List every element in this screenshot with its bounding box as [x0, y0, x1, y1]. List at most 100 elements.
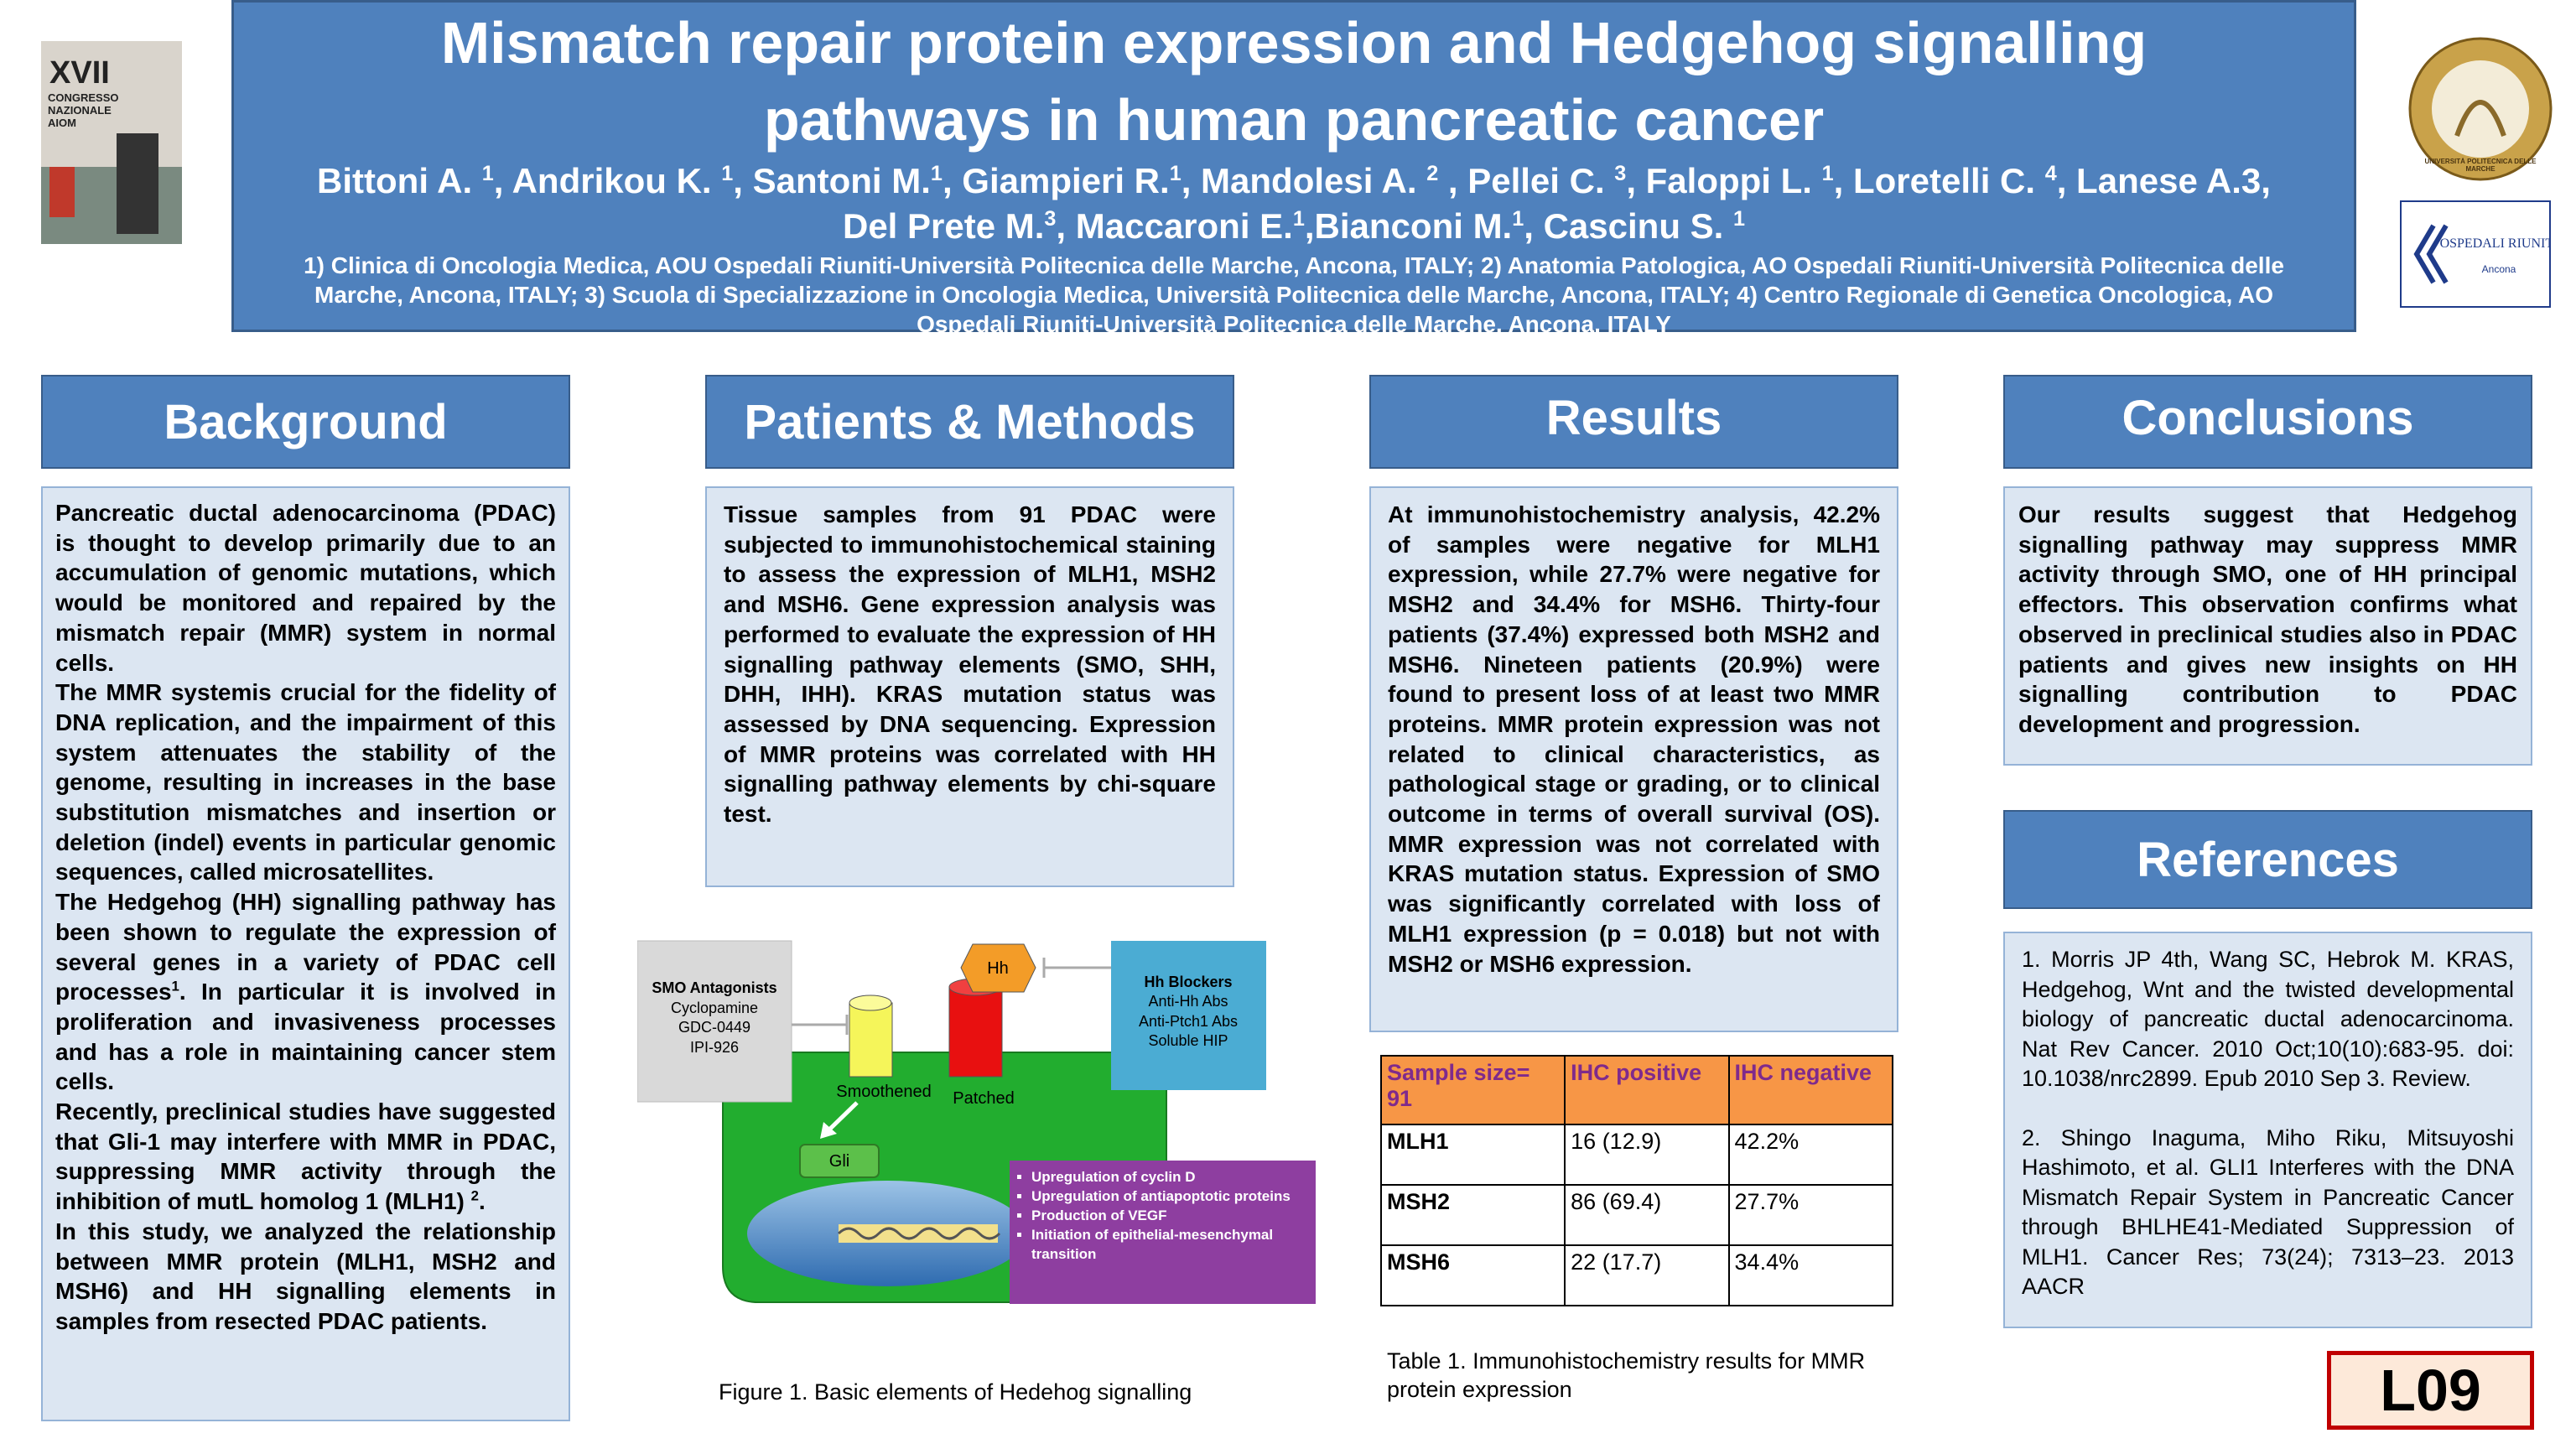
table-caption: Table 1. Immunohistochemistry results fo… [1387, 1348, 1866, 1402]
text-run: , Faloppi L. [1626, 161, 1822, 200]
text-run: ,Bianconi M. [1304, 206, 1513, 246]
text-run: . [478, 1188, 486, 1215]
superscript: 1 [1292, 207, 1305, 231]
logo-mark [2413, 224, 2449, 284]
box-title: SMO Antagonists [652, 979, 776, 996]
text-run: , Maccaroni E. [1056, 206, 1293, 246]
superscript: 1 [1733, 207, 1746, 231]
arrow [827, 1101, 859, 1132]
gli [799, 1144, 880, 1178]
effect: Initiation of epithelial-mesenchymal tra… [1031, 1225, 1311, 1264]
university-logo: UNIVERSITÀ POLITECNICA DELLE MARCHE [2408, 37, 2553, 181]
patched [948, 986, 1003, 1078]
paragraph: In this study, we analyzed the relations… [55, 1217, 556, 1337]
text-run: , Mandolesi A. [1181, 161, 1427, 200]
logo-city: Ancona [2482, 263, 2516, 275]
superscript: 1 [721, 162, 734, 185]
box-item: Anti-Ptch1 Abs [1139, 1013, 1238, 1030]
reference: 1. Morris JP 4th, Wang SC, Hebrok M. KRA… [2022, 947, 2514, 1091]
reference: 2. Shingo Inaguma, Miho Riku, Mitsuyoshi… [2022, 1124, 2514, 1300]
superscript: 4 [2044, 162, 2057, 185]
superscript: 1 [1821, 162, 1834, 185]
superscript: 3 [1614, 162, 1627, 185]
table-cell: 86 (69.4) [1564, 1184, 1730, 1246]
results-text: At immunohistochemistry analysis, 42.2% … [1369, 486, 1898, 1032]
superscript: 1 [171, 978, 179, 995]
box-item: Cyclopamine [671, 1000, 758, 1016]
badge: L09 [2327, 1351, 2534, 1430]
figure-caption: Figure 1. Basic elements of Hedehog sign… [719, 1379, 1192, 1405]
text-run: , Santoni M. [733, 161, 931, 200]
box-item: Anti-Hh Abs [1148, 993, 1228, 1010]
table-row: MLH1 16 (12.9) 42.2% [1379, 1124, 1894, 1186]
effects-list: Upregulation of cyclin DUpregulation of … [1015, 1167, 1311, 1264]
background-text: Pancreatic ductal adenocarcinoma (PDAC) … [41, 486, 570, 1421]
table-cell: MSH6 [1379, 1244, 1566, 1306]
text-run: , Lanese A.3, Del Prete M. [842, 161, 2271, 246]
text-run: . In particular it is involved in prolif… [55, 979, 556, 1095]
effect: Upregulation of cyclin D [1031, 1167, 1311, 1187]
logo-figure [117, 133, 158, 234]
paragraph: The MMR systemis crucial for the fidelit… [55, 678, 556, 887]
table-cell: MSH2 [1379, 1184, 1566, 1246]
section-heading: Background [41, 375, 570, 469]
table-cell: 42.2% [1727, 1124, 1894, 1186]
section-heading: Conclusions [2003, 375, 2532, 469]
hospital-logo: OSPEDALI RIUNITI Ancona [2400, 200, 2551, 308]
table-cell: 27.7% [1727, 1184, 1894, 1246]
logo-number: XVII [49, 55, 110, 91]
effects-box: Upregulation of cyclin DUpregulation of … [1010, 1161, 1316, 1304]
smoothened-top [849, 995, 892, 1011]
header-cell: IHC negative [1727, 1055, 1894, 1125]
text-run: , Pellei C. [1438, 161, 1615, 200]
text-run: , Cascinu S. [1524, 206, 1733, 246]
congress-logo: XVII CONGRESSO NAZIONALE AIOM [41, 41, 182, 244]
table-cell: 16 (12.9) [1564, 1124, 1730, 1186]
header-cell: Sample size= 91 [1379, 1055, 1566, 1125]
results-table: Sample size= 91 IHC positive IHC negative… [1379, 1055, 1894, 1306]
logo-center [2432, 60, 2529, 158]
label: Gli [829, 1152, 849, 1171]
logo-stripe [49, 167, 75, 217]
paragraph: Pancreatic ductal adenocarcinoma (PDAC) … [55, 498, 556, 678]
hh-ligand [960, 943, 1036, 993]
header-row: Sample size= 91 IHC positive IHC negative [1379, 1055, 1894, 1125]
box-item: GDC-0449 [678, 1019, 750, 1036]
arrow-head [820, 1122, 837, 1139]
label: Patched [953, 1089, 1014, 1108]
dna-helix [837, 1227, 1001, 1240]
table-cell: MLH1 [1379, 1124, 1566, 1186]
smoothened [849, 1002, 893, 1078]
table-row: MSH2 86 (69.4) 27.7% [1379, 1184, 1894, 1246]
superscript: 1 [1512, 207, 1524, 231]
logo-text: OSPEDALI RIUNITI [2440, 236, 2551, 251]
text-run: , Andrikou K. [493, 161, 722, 200]
effect: Upregulation of antiapoptotic proteins [1031, 1187, 1311, 1206]
logo-text: UNIVERSITÀ POLITECNICA DELLE MARCHE [2424, 158, 2537, 173]
authors: Bittoni A. 1, Andrikou K. 1, Santoni M.1… [296, 158, 2292, 249]
text-run: Bittoni A. [317, 161, 482, 200]
table-cell: 22 (17.7) [1564, 1244, 1730, 1306]
text-run: Recently, preclinical studies have sugge… [55, 1098, 556, 1215]
header-cell: IHC positive [1564, 1055, 1730, 1125]
text-run: , Giampieri R. [942, 161, 1170, 200]
label: Hh [987, 959, 1009, 978]
table-cell: 34.4% [1727, 1244, 1894, 1306]
section-heading: Patients & Methods [705, 375, 1234, 469]
text-run: The Hedgehog (HH) signalling pathway has… [55, 889, 556, 1005]
hh-blockers-box [1111, 941, 1266, 1090]
label: Smoothened [836, 1083, 931, 1101]
title: Mismatch repair protein expression and H… [440, 10, 2148, 153]
paragraph: The Hedgehog (HH) signalling pathway has… [55, 887, 556, 1097]
text-run: The MMR systemis crucial for the fidelit… [55, 679, 556, 886]
text-run: Pancreatic ductal adenocarcinoma (PDAC) … [55, 500, 556, 676]
box-item: Soluble HIP [1148, 1032, 1228, 1049]
box-title: Hh Blockers [1144, 974, 1232, 990]
section-heading: References [2003, 810, 2532, 909]
section-heading: Results [1369, 375, 1898, 469]
superscript: 1 [1169, 162, 1182, 185]
conclusions-text: Our results suggest that Hedgehog signal… [2003, 486, 2532, 766]
box-item: IPI-926 [690, 1039, 739, 1056]
superscript: 3 [1044, 207, 1057, 231]
superscript: 1 [481, 162, 494, 185]
